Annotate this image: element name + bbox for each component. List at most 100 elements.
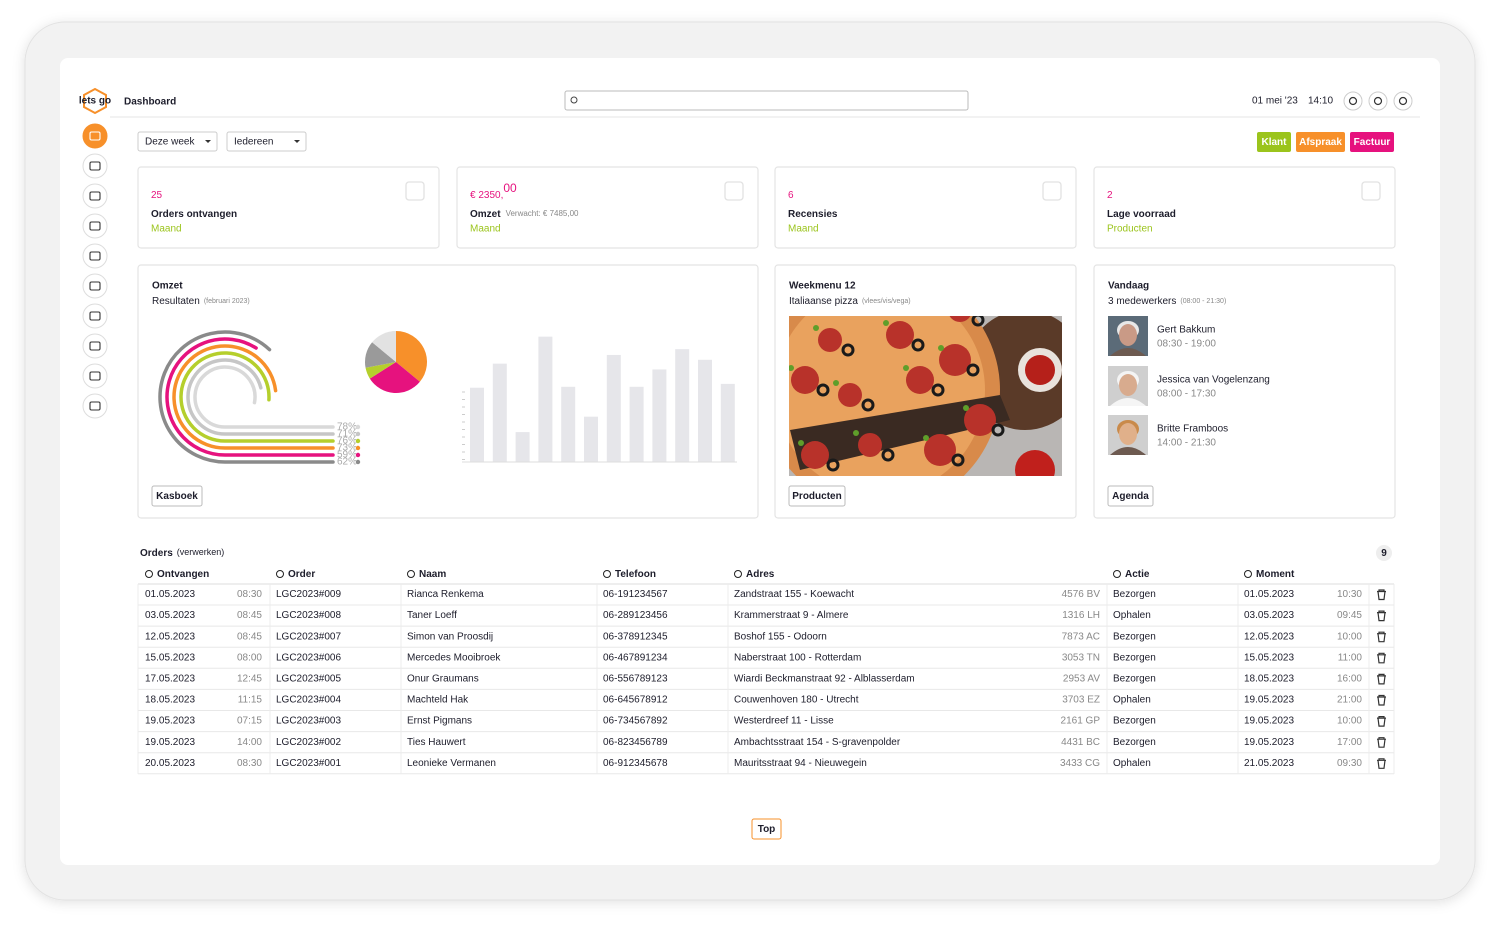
staff-hours: 14:00 - 21:30: [1157, 438, 1216, 449]
table-cell-small: 10:30: [1337, 589, 1362, 600]
dropdown-caret: [294, 140, 300, 143]
radial-legend-dot: [355, 459, 361, 465]
delete-button[interactable]: [1377, 673, 1386, 685]
sidebar-button[interactable]: [82, 273, 108, 299]
avatar-face: [1119, 423, 1137, 445]
filter-dropdown[interactable]: Deze week: [137, 131, 218, 152]
logo: lets go: [79, 87, 111, 115]
table-cell: LGC2023#006: [276, 652, 341, 663]
panel-button-label: Producten: [792, 491, 841, 502]
header-icon[interactable]: [1393, 91, 1413, 111]
panel-subtitle-text: 3 medewerkers: [1108, 296, 1176, 307]
pepperoni: [964, 404, 996, 436]
sidebar-circle: [82, 273, 108, 299]
bar: [606, 354, 621, 462]
panel-title: Weekmenu 12: [789, 281, 856, 292]
table-cell: LGC2023#008: [276, 610, 341, 621]
slice-cut: [790, 395, 1010, 470]
table-cell: Ophalen: [1113, 758, 1151, 769]
column-icon: [276, 570, 284, 578]
sidebar-button[interactable]: [82, 363, 108, 389]
pie-slice: [365, 362, 396, 379]
stat-card: [456, 166, 759, 249]
table-cell-small: 3433 CG: [1060, 758, 1100, 769]
table-cell: Bezorgen: [1113, 674, 1156, 685]
radial-bar: [193, 365, 335, 429]
pepper: [798, 440, 804, 446]
action-button[interactable]: Factuur: [1350, 132, 1394, 152]
panel-title: Omzet: [152, 281, 183, 292]
search-box[interactable]: [564, 90, 969, 111]
olive: [971, 316, 985, 327]
table-cell: Taner Loeff: [407, 610, 457, 621]
sidebar-circle: [82, 303, 108, 329]
filter-dropdown[interactable]: Iedereen: [226, 131, 307, 152]
sidebar-button[interactable]: [82, 213, 108, 239]
pepperoni: [949, 316, 971, 322]
radial-legend-dot: [355, 438, 361, 444]
dropdown-box: [137, 131, 218, 152]
sidebar-button[interactable]: [82, 393, 108, 419]
header-icon[interactable]: [1343, 91, 1363, 111]
action-button[interactable]: Klant: [1257, 132, 1291, 152]
table-cell: LGC2023#001: [276, 758, 341, 769]
layer: lets go Dashboard 01 mei '23 14:10 Deze week…: [79, 87, 1420, 840]
table-cell: 06-823456789: [603, 737, 668, 748]
stat-label: Recensies: [788, 209, 838, 220]
table-cell: Onur Graumans: [407, 674, 479, 685]
top-button[interactable]: Top: [751, 818, 782, 840]
sidebar-button[interactable]: [82, 333, 108, 359]
action-button-label: Factuur: [1354, 137, 1391, 148]
pepper: [883, 320, 889, 326]
bar: [470, 387, 484, 462]
delete-button[interactable]: [1377, 631, 1386, 643]
table-cell-small: 2161 GP: [1061, 716, 1101, 727]
olive: [841, 343, 855, 357]
delete-button[interactable]: [1377, 716, 1386, 727]
table-cell-small: 10:00: [1337, 631, 1362, 642]
table-cell: Mauritsstraat 94 - Nieuwegein: [734, 758, 867, 769]
panel-title: Vandaag: [1108, 281, 1149, 292]
header-icon[interactable]: [1368, 91, 1388, 111]
sidebar-circle: [82, 123, 108, 149]
radial-label: 71%: [337, 429, 357, 440]
table-cell-small: 08:45: [237, 610, 262, 621]
radial-bar: [158, 330, 335, 464]
pepper: [833, 380, 839, 386]
panel-button[interactable]: Agenda: [1107, 485, 1154, 507]
delete-button[interactable]: [1377, 652, 1386, 664]
table-cell: 03.05.2023: [145, 610, 195, 621]
staff-name: Gert Bakkum: [1157, 325, 1215, 336]
panel-subtitle: Resultaten (februari 2023): [152, 296, 250, 307]
action-button[interactable]: Afspraak: [1296, 132, 1345, 152]
table-cell: Leonieke Vermanen: [407, 758, 496, 769]
panel-button[interactable]: Producten: [788, 485, 846, 507]
table-cell: Bezorgen: [1113, 716, 1156, 727]
stat-label: Orders ontvangen: [151, 209, 237, 220]
sidebar-button[interactable]: [82, 303, 108, 329]
table-cell: 17.05.2023: [145, 674, 195, 685]
panel-button[interactable]: Kasboek: [151, 485, 203, 507]
sidebar-icon: [89, 221, 101, 231]
delete-button[interactable]: [1377, 758, 1386, 769]
delete-button[interactable]: [1377, 694, 1386, 706]
table-cell: Machteld Hak: [407, 695, 469, 706]
table-cell-small: 08:45: [237, 631, 262, 642]
sidebar-button[interactable]: [82, 153, 108, 179]
delete-button[interactable]: [1377, 610, 1386, 622]
sidebar-button[interactable]: [82, 123, 108, 149]
sidebar-button[interactable]: [82, 183, 108, 209]
stat-period: Maand: [151, 224, 182, 235]
pie-slice: [369, 362, 420, 393]
table-cell: Simon van Proosdij: [407, 631, 493, 642]
bar: [515, 432, 530, 462]
table-cell: Naberstraat 100 - Rotterdam: [734, 652, 861, 663]
delete-button[interactable]: [1377, 737, 1386, 748]
bar: [652, 369, 667, 462]
table-cell-small: 3703 EZ: [1062, 695, 1100, 706]
sidebar-button[interactable]: [82, 243, 108, 269]
table-cell: 06-289123456: [603, 610, 668, 621]
delete-button[interactable]: [1377, 589, 1386, 601]
trash-icon: [1377, 737, 1386, 748]
